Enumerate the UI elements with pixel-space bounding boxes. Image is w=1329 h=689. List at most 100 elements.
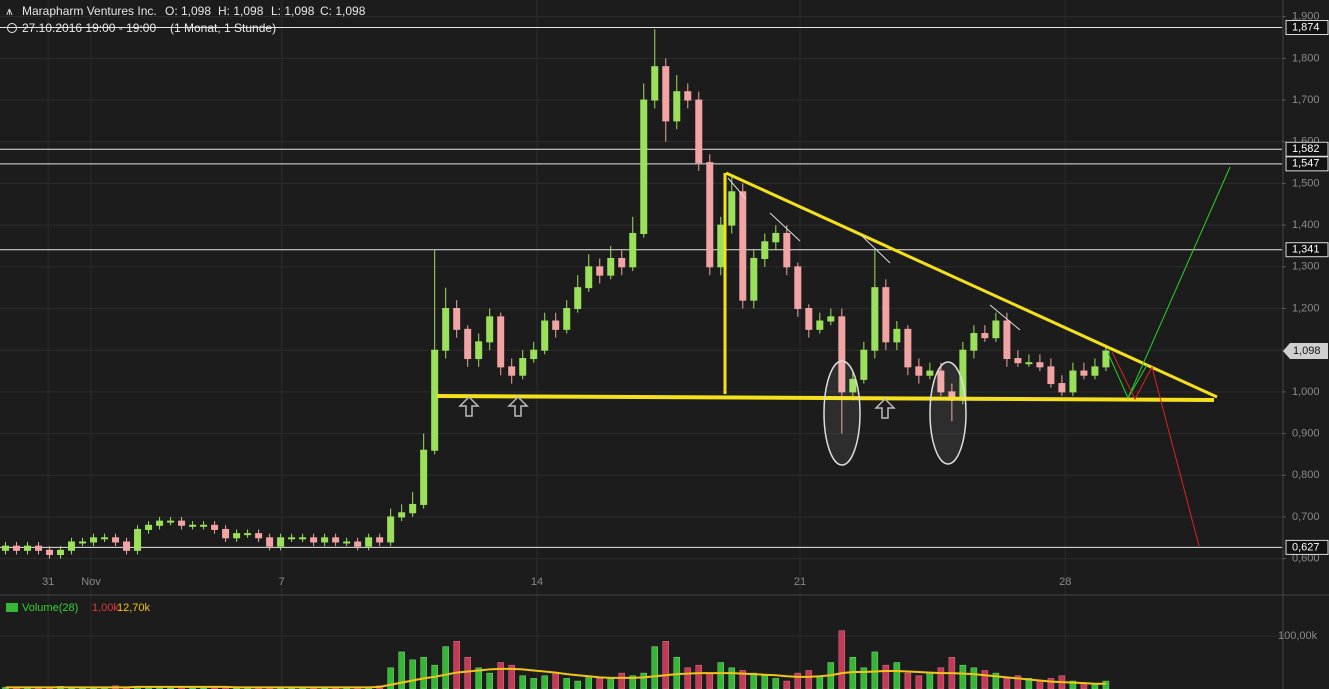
volume-bar xyxy=(629,675,636,689)
candle-body xyxy=(651,66,659,101)
candle-body xyxy=(981,333,989,339)
candle-body xyxy=(310,537,318,543)
volume-readout: 1,00k xyxy=(92,602,119,614)
candle-body xyxy=(365,537,373,547)
annotations xyxy=(436,166,1231,547)
candle-body xyxy=(178,520,186,526)
candle-body xyxy=(299,537,307,540)
volume-bar xyxy=(200,687,207,689)
candle-body xyxy=(1036,362,1044,368)
volume-bar xyxy=(1014,675,1022,689)
candle-body xyxy=(508,366,516,376)
candle-body xyxy=(772,232,780,243)
candle-body xyxy=(123,541,131,551)
candle-body xyxy=(475,341,483,360)
y-tick-label: 1,500 xyxy=(1292,177,1320,189)
candle-body xyxy=(937,370,945,393)
level-label: 1,874 xyxy=(1292,21,1320,33)
candle-body xyxy=(585,266,593,289)
volume-bar xyxy=(1069,680,1077,689)
x-tick-label: 7 xyxy=(279,576,285,588)
volume-bar xyxy=(662,641,670,689)
candle-body xyxy=(530,349,538,360)
candle-body xyxy=(970,333,978,351)
y-tick-label: 100,00k xyxy=(1278,630,1318,642)
candle-body xyxy=(1091,366,1099,376)
candle-body xyxy=(222,528,230,539)
level-label: 1,547 xyxy=(1292,158,1320,170)
candle-body xyxy=(442,308,450,351)
y-tick-label: 1,200 xyxy=(1292,302,1320,314)
volume-bar xyxy=(937,667,945,689)
candle-body xyxy=(893,328,901,343)
candles xyxy=(2,29,1110,559)
candle-body xyxy=(552,320,560,330)
candle-body xyxy=(233,533,241,539)
x-tick-label: 21 xyxy=(794,576,806,588)
candle-body xyxy=(519,358,527,376)
candle-body xyxy=(926,370,934,376)
volume-bar xyxy=(541,675,548,689)
candle-body xyxy=(2,545,10,551)
candle-body xyxy=(288,537,296,540)
volume-bar xyxy=(717,662,725,689)
y-tick-label: 0,800 xyxy=(1292,469,1320,481)
level-label-box xyxy=(1285,242,1329,258)
candle-body xyxy=(541,320,549,351)
y-tick-label: 1,000 xyxy=(1292,386,1320,398)
candle-body xyxy=(882,287,890,343)
volume-bar xyxy=(783,680,791,689)
volume-bar xyxy=(816,675,824,689)
candle-body xyxy=(739,191,747,301)
volume-bar xyxy=(1036,680,1044,689)
volume-bar xyxy=(1102,680,1110,689)
level-label-box xyxy=(1285,20,1329,36)
volume-bar xyxy=(530,678,537,689)
candle-body xyxy=(871,287,879,351)
volume-bar xyxy=(651,646,659,689)
volume-bar xyxy=(464,656,471,689)
level-label: 0,627 xyxy=(1292,541,1320,553)
volume-bar xyxy=(409,659,416,689)
y-tick-label: 0,600 xyxy=(1292,553,1320,565)
candle-body xyxy=(332,537,340,543)
volume-bar xyxy=(893,662,901,689)
candle-body xyxy=(189,524,197,527)
candle-body xyxy=(827,316,835,322)
volume-bar xyxy=(706,672,714,689)
candle-body xyxy=(1047,366,1055,385)
volume-bar xyxy=(772,678,780,689)
candle-body xyxy=(200,524,208,527)
candle-body xyxy=(134,528,142,551)
y-tick-label: 1,800 xyxy=(1292,52,1320,64)
candle-body xyxy=(783,232,791,268)
level-label-box xyxy=(1285,141,1329,157)
volume-bar xyxy=(882,664,890,689)
volume-bar xyxy=(585,675,592,689)
candle-body xyxy=(167,520,175,523)
volume-icon xyxy=(6,603,18,612)
last-price-tag xyxy=(1283,343,1328,360)
volume-bar xyxy=(838,630,846,689)
volume-bar xyxy=(167,687,174,689)
candle-body xyxy=(618,257,626,268)
candle-body xyxy=(46,549,54,555)
volume-bar xyxy=(981,670,989,689)
volume-bar xyxy=(398,651,405,689)
candle-body xyxy=(629,232,637,268)
volume-bar xyxy=(618,672,625,689)
candle-body xyxy=(420,449,428,505)
low-readout: L: 1,098 xyxy=(271,4,315,18)
candle-body xyxy=(453,308,461,330)
candle-body xyxy=(464,328,472,360)
date-range: 27.10.2016 19:00 - 19:00 xyxy=(22,21,156,35)
volume-bar xyxy=(189,687,196,689)
candle-body xyxy=(717,224,725,268)
volume-bar xyxy=(695,664,703,689)
header: ⩚ Marapharm Ventures Inc. O: 1,098 H: 1,… xyxy=(6,4,366,35)
candle-body xyxy=(805,308,813,330)
candle-body xyxy=(145,524,153,530)
volume-title: Volume(28) xyxy=(22,602,78,614)
candle-body xyxy=(728,191,736,226)
